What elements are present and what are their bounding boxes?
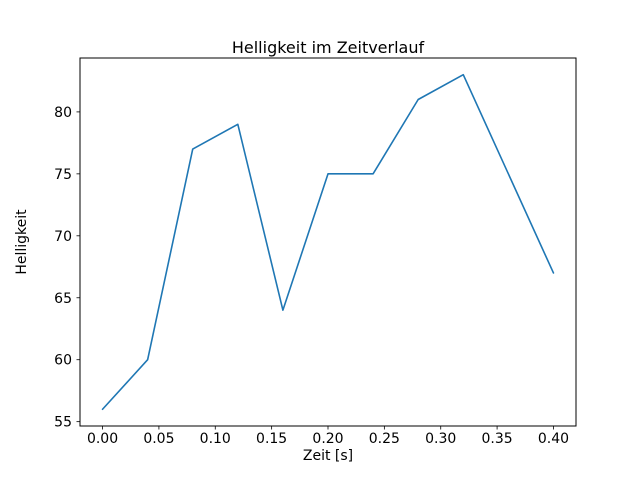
x-tick-label: 0.20 xyxy=(312,431,343,447)
y-tick-label: 60 xyxy=(54,353,72,369)
x-tick-label: 0.15 xyxy=(256,431,287,447)
data-line xyxy=(101,73,555,411)
x-tick-label: 0.10 xyxy=(200,431,231,447)
x-tick-label: 0.35 xyxy=(482,431,513,447)
x-tick-label: 0.30 xyxy=(425,431,456,447)
chart-title: Helligkeit im Zeitverlauf xyxy=(231,38,425,57)
y-tick-label: 75 xyxy=(54,167,72,183)
x-tick-label: 0.40 xyxy=(538,431,569,447)
y-tick-label: 55 xyxy=(54,415,72,431)
x-tick-label: 0.00 xyxy=(87,431,118,447)
x-tick-label: 0.05 xyxy=(143,431,174,447)
x-axis-label: Zeit [s] xyxy=(302,448,354,464)
y-tick-label: 80 xyxy=(54,105,72,121)
x-tick-label: 0.25 xyxy=(369,431,400,447)
axes-spines xyxy=(79,57,577,427)
y-tick-label: 70 xyxy=(54,229,72,245)
y-tick-label: 65 xyxy=(54,291,72,307)
